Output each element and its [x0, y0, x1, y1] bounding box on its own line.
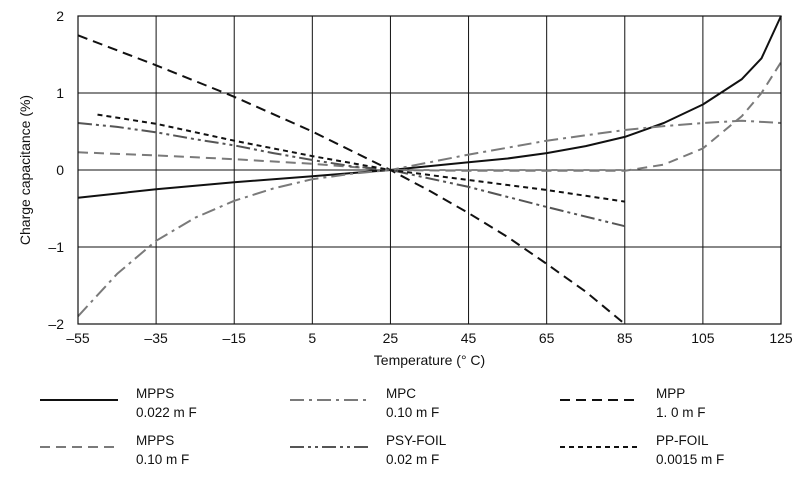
- x-axis-ticks: –55 –35 –15 5 25 45 65 85 105 125: [66, 330, 793, 346]
- y-axis-label: Charge capacitance (%): [17, 95, 33, 245]
- series-line-0: [77, 15, 782, 199]
- y-tick-label: –2: [48, 316, 64, 332]
- x-tick-label: –15: [223, 330, 247, 346]
- x-tick-label: 25: [383, 330, 399, 346]
- y-tick-label: –1: [48, 239, 64, 255]
- legend-sublabel: 0.0015 m F: [656, 452, 724, 467]
- x-tick-label: 105: [691, 330, 715, 346]
- series-line-1: [77, 119, 782, 317]
- x-tick-label: 85: [617, 330, 633, 346]
- x-tick-label: 125: [769, 330, 793, 346]
- x-tick-label: 45: [461, 330, 477, 346]
- legend-sublabel: 0.02 m F: [386, 452, 439, 467]
- y-tick-label: 1: [56, 85, 64, 101]
- legend-label: MPC: [386, 386, 416, 401]
- series-line-2: [77, 34, 626, 325]
- series-lines: [77, 15, 782, 325]
- plot-border: [77, 15, 782, 325]
- legend-sublabel: 1. 0 m F: [656, 405, 706, 420]
- legend-sublabel: 0.10 m F: [136, 452, 189, 467]
- x-tick-label: –55: [66, 330, 90, 346]
- y-tick-label: 0: [56, 162, 64, 178]
- legend-label: MPP: [656, 386, 685, 401]
- series-line-5: [97, 113, 625, 203]
- x-tick-label: 65: [539, 330, 555, 346]
- legend-label: MPPS: [136, 433, 174, 448]
- x-tick-label: 5: [308, 330, 316, 346]
- legend-sublabel: 0.10 m F: [386, 405, 439, 420]
- x-tick-label: –35: [144, 330, 168, 346]
- series-line-3: [77, 61, 782, 172]
- legend: MPPS 0.022 m F MPC 0.10 m F MPP 1. 0 m F MPPS 0…: [40, 386, 724, 467]
- legend-label: MPPS: [136, 386, 174, 401]
- plot-frame: [77, 15, 782, 325]
- y-axis-ticks: 2 1 0 –1 –2: [48, 8, 64, 332]
- x-axis-label: Temperature (° C): [374, 352, 485, 368]
- legend-label: PP-FOIL: [656, 433, 709, 448]
- y-tick-label: 2: [56, 8, 64, 24]
- series-line-4: [77, 122, 626, 228]
- legend-label: PSY-FOIL: [386, 433, 447, 448]
- legend-sublabel: 0.022 m F: [136, 405, 197, 420]
